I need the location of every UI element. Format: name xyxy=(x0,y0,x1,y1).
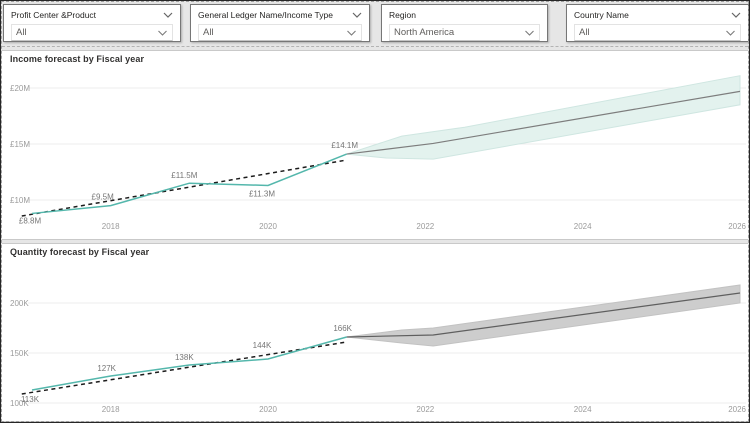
slicer-header: Profit Center &Product xyxy=(11,8,173,21)
income-forecast-chart[interactable]: £20M £15M £10M 2018 2020 2022 2024 2026 £8.8M £9.… xyxy=(2,51,748,239)
slicer-header: Country Name xyxy=(574,8,741,21)
slicer-country-name: Country Name All xyxy=(566,4,749,42)
slicer-value: All xyxy=(203,27,214,38)
svg-text:£8.8M: £8.8M xyxy=(19,216,42,225)
slicer-header: General Ledger Name/Income Type xyxy=(198,8,362,21)
svg-text:127K: 127K xyxy=(97,364,116,373)
slicer-dropdown[interactable]: All xyxy=(11,24,173,41)
svg-text:£9.5M: £9.5M xyxy=(92,193,115,202)
svg-text:2024: 2024 xyxy=(574,405,592,414)
svg-text:£14.1M: £14.1M xyxy=(331,141,358,150)
chevron-down-icon xyxy=(157,30,168,36)
slicer-label: Region xyxy=(389,9,416,20)
chevron-down-icon[interactable] xyxy=(731,12,741,18)
slicer-profit-center-product: Profit Center &Product All xyxy=(3,4,181,42)
svg-text:166K: 166K xyxy=(333,324,352,333)
chevron-down-icon xyxy=(346,30,357,36)
slicer-dropdown[interactable]: North America xyxy=(389,24,540,41)
slicer-general-ledger: General Ledger Name/Income Type All xyxy=(190,4,370,42)
svg-text:2018: 2018 xyxy=(102,405,120,414)
slicer-value: All xyxy=(579,27,590,38)
chart-title-income: Income forecast by Fiscal year xyxy=(10,54,145,64)
svg-text:2020: 2020 xyxy=(259,222,277,231)
slicer-region: Region North America xyxy=(381,4,548,42)
svg-text:£11.3M: £11.3M xyxy=(249,189,275,198)
svg-text:144K: 144K xyxy=(253,341,272,350)
svg-text:113K: 113K xyxy=(21,395,40,404)
svg-text:2022: 2022 xyxy=(416,405,434,414)
slicer-header: Region xyxy=(389,8,540,21)
svg-text:2026: 2026 xyxy=(728,222,746,231)
svg-text:2024: 2024 xyxy=(574,222,592,231)
quantity-forecast-chart[interactable]: 200K 150K 100K 2018 2020 2022 2024 2026 113K 127K… xyxy=(2,244,748,421)
chevron-down-icon[interactable] xyxy=(163,12,173,18)
slicer-label: General Ledger Name/Income Type xyxy=(198,9,333,20)
svg-text:150K: 150K xyxy=(10,349,29,358)
slicer-dropdown[interactable]: All xyxy=(198,24,362,41)
svg-text:200K: 200K xyxy=(10,299,29,308)
svg-text:£10M: £10M xyxy=(10,196,30,205)
slicer-value: All xyxy=(16,27,27,38)
chevron-down-icon xyxy=(524,30,535,36)
slicer-label: Profit Center &Product xyxy=(11,9,97,20)
svg-text:138K: 138K xyxy=(175,353,194,362)
income-forecast-panel: £20M £15M £10M 2018 2020 2022 2024 2026 £8.8M £9.… xyxy=(2,50,748,240)
quantity-forecast-panel: 200K 150K 100K 2018 2020 2022 2024 2026 113K 127K… xyxy=(2,243,748,422)
svg-text:100K: 100K xyxy=(10,399,29,408)
svg-text:£11.5M: £11.5M xyxy=(171,171,197,180)
svg-text:2022: 2022 xyxy=(416,222,434,231)
svg-text:2026: 2026 xyxy=(728,405,746,414)
svg-text:2018: 2018 xyxy=(102,222,120,231)
slicer-dropdown[interactable]: All xyxy=(574,24,741,41)
svg-text:2020: 2020 xyxy=(259,405,277,414)
slicer-label: Country Name xyxy=(574,9,629,20)
svg-text:£20M: £20M xyxy=(10,84,30,93)
chart-title-quantity: Quantity forecast by Fiscal year xyxy=(10,247,150,257)
chevron-down-icon xyxy=(725,30,736,36)
svg-text:£15M: £15M xyxy=(10,140,30,149)
filters-row: Profit Center &Product All General Ledge… xyxy=(2,2,749,47)
chevron-down-icon[interactable] xyxy=(352,12,362,18)
slicer-value: North America xyxy=(394,27,455,38)
